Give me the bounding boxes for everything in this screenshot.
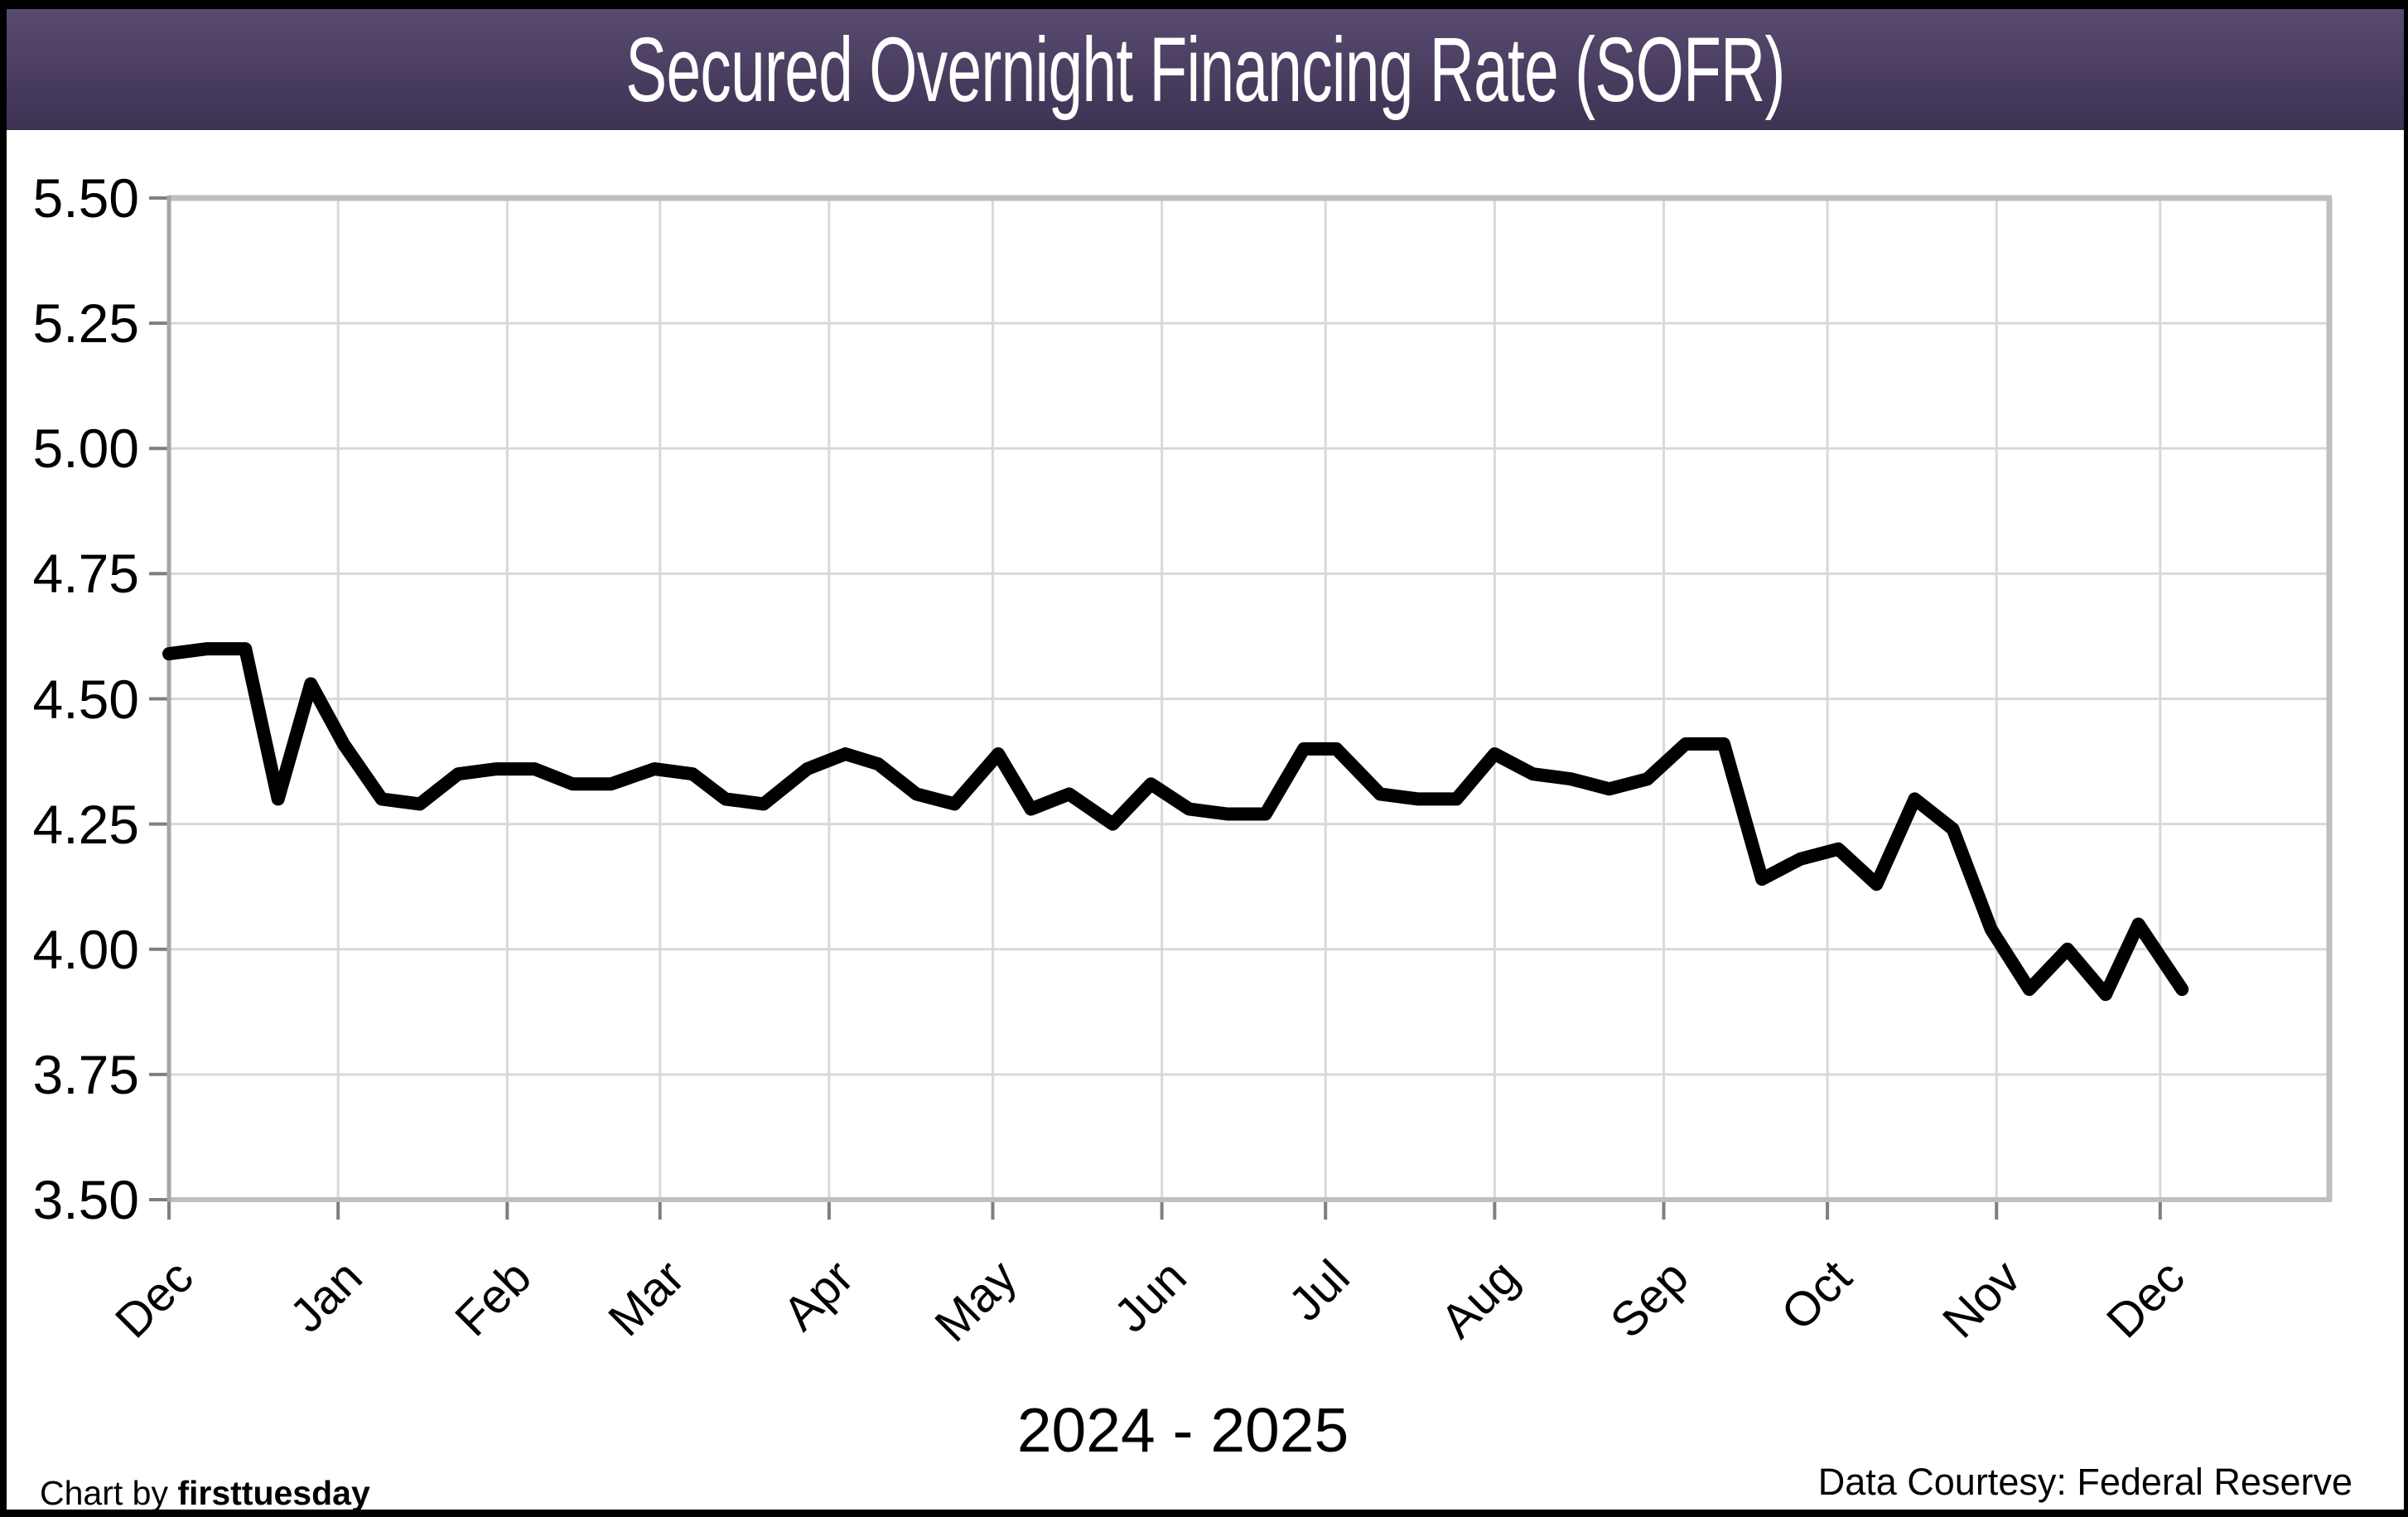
data-source-credit: Data Courtesy: Federal Reserve [1817, 1461, 2353, 1503]
y-tick-label-4.00: 4.00 [32, 918, 139, 980]
y-tick-label-5.50: 5.50 [32, 167, 139, 229]
y-tick-label-5.00: 5.00 [32, 418, 139, 480]
chart-credit: Chart by firsttuesday [40, 1474, 370, 1513]
sofr-data-line [162, 642, 2189, 1002]
series-sofr [162, 642, 2189, 1002]
y-tick-label-3.50: 3.50 [32, 1169, 139, 1230]
chart-header-bar: Secured Overnight Financing Rate (SOFR) [7, 9, 2404, 130]
x-axis-period-label: 2024 - 2025 [1016, 1395, 1349, 1465]
chart-canvas: Secured Overnight Financing Rate (SOFR) … [7, 9, 2404, 1513]
axis-tick-marks [149, 196, 2162, 1220]
y-tick-label-3.75: 3.75 [32, 1043, 139, 1105]
chart-credit-prefix: Chart by [40, 1474, 178, 1512]
y-tick-label-4.75: 4.75 [32, 543, 139, 605]
plot-frame [166, 195, 2333, 1202]
y-tick-label-4.50: 4.50 [32, 668, 139, 730]
y-tick-label-5.25: 5.25 [32, 292, 139, 355]
gridlines [169, 198, 2329, 1200]
plot-area [149, 195, 2333, 1220]
chart-credit-brand: firsttuesday [177, 1474, 370, 1512]
chart-title: Secured Overnight Financing Rate (SOFR) [625, 18, 1785, 121]
y-tick-label-4.25: 4.25 [32, 793, 139, 855]
